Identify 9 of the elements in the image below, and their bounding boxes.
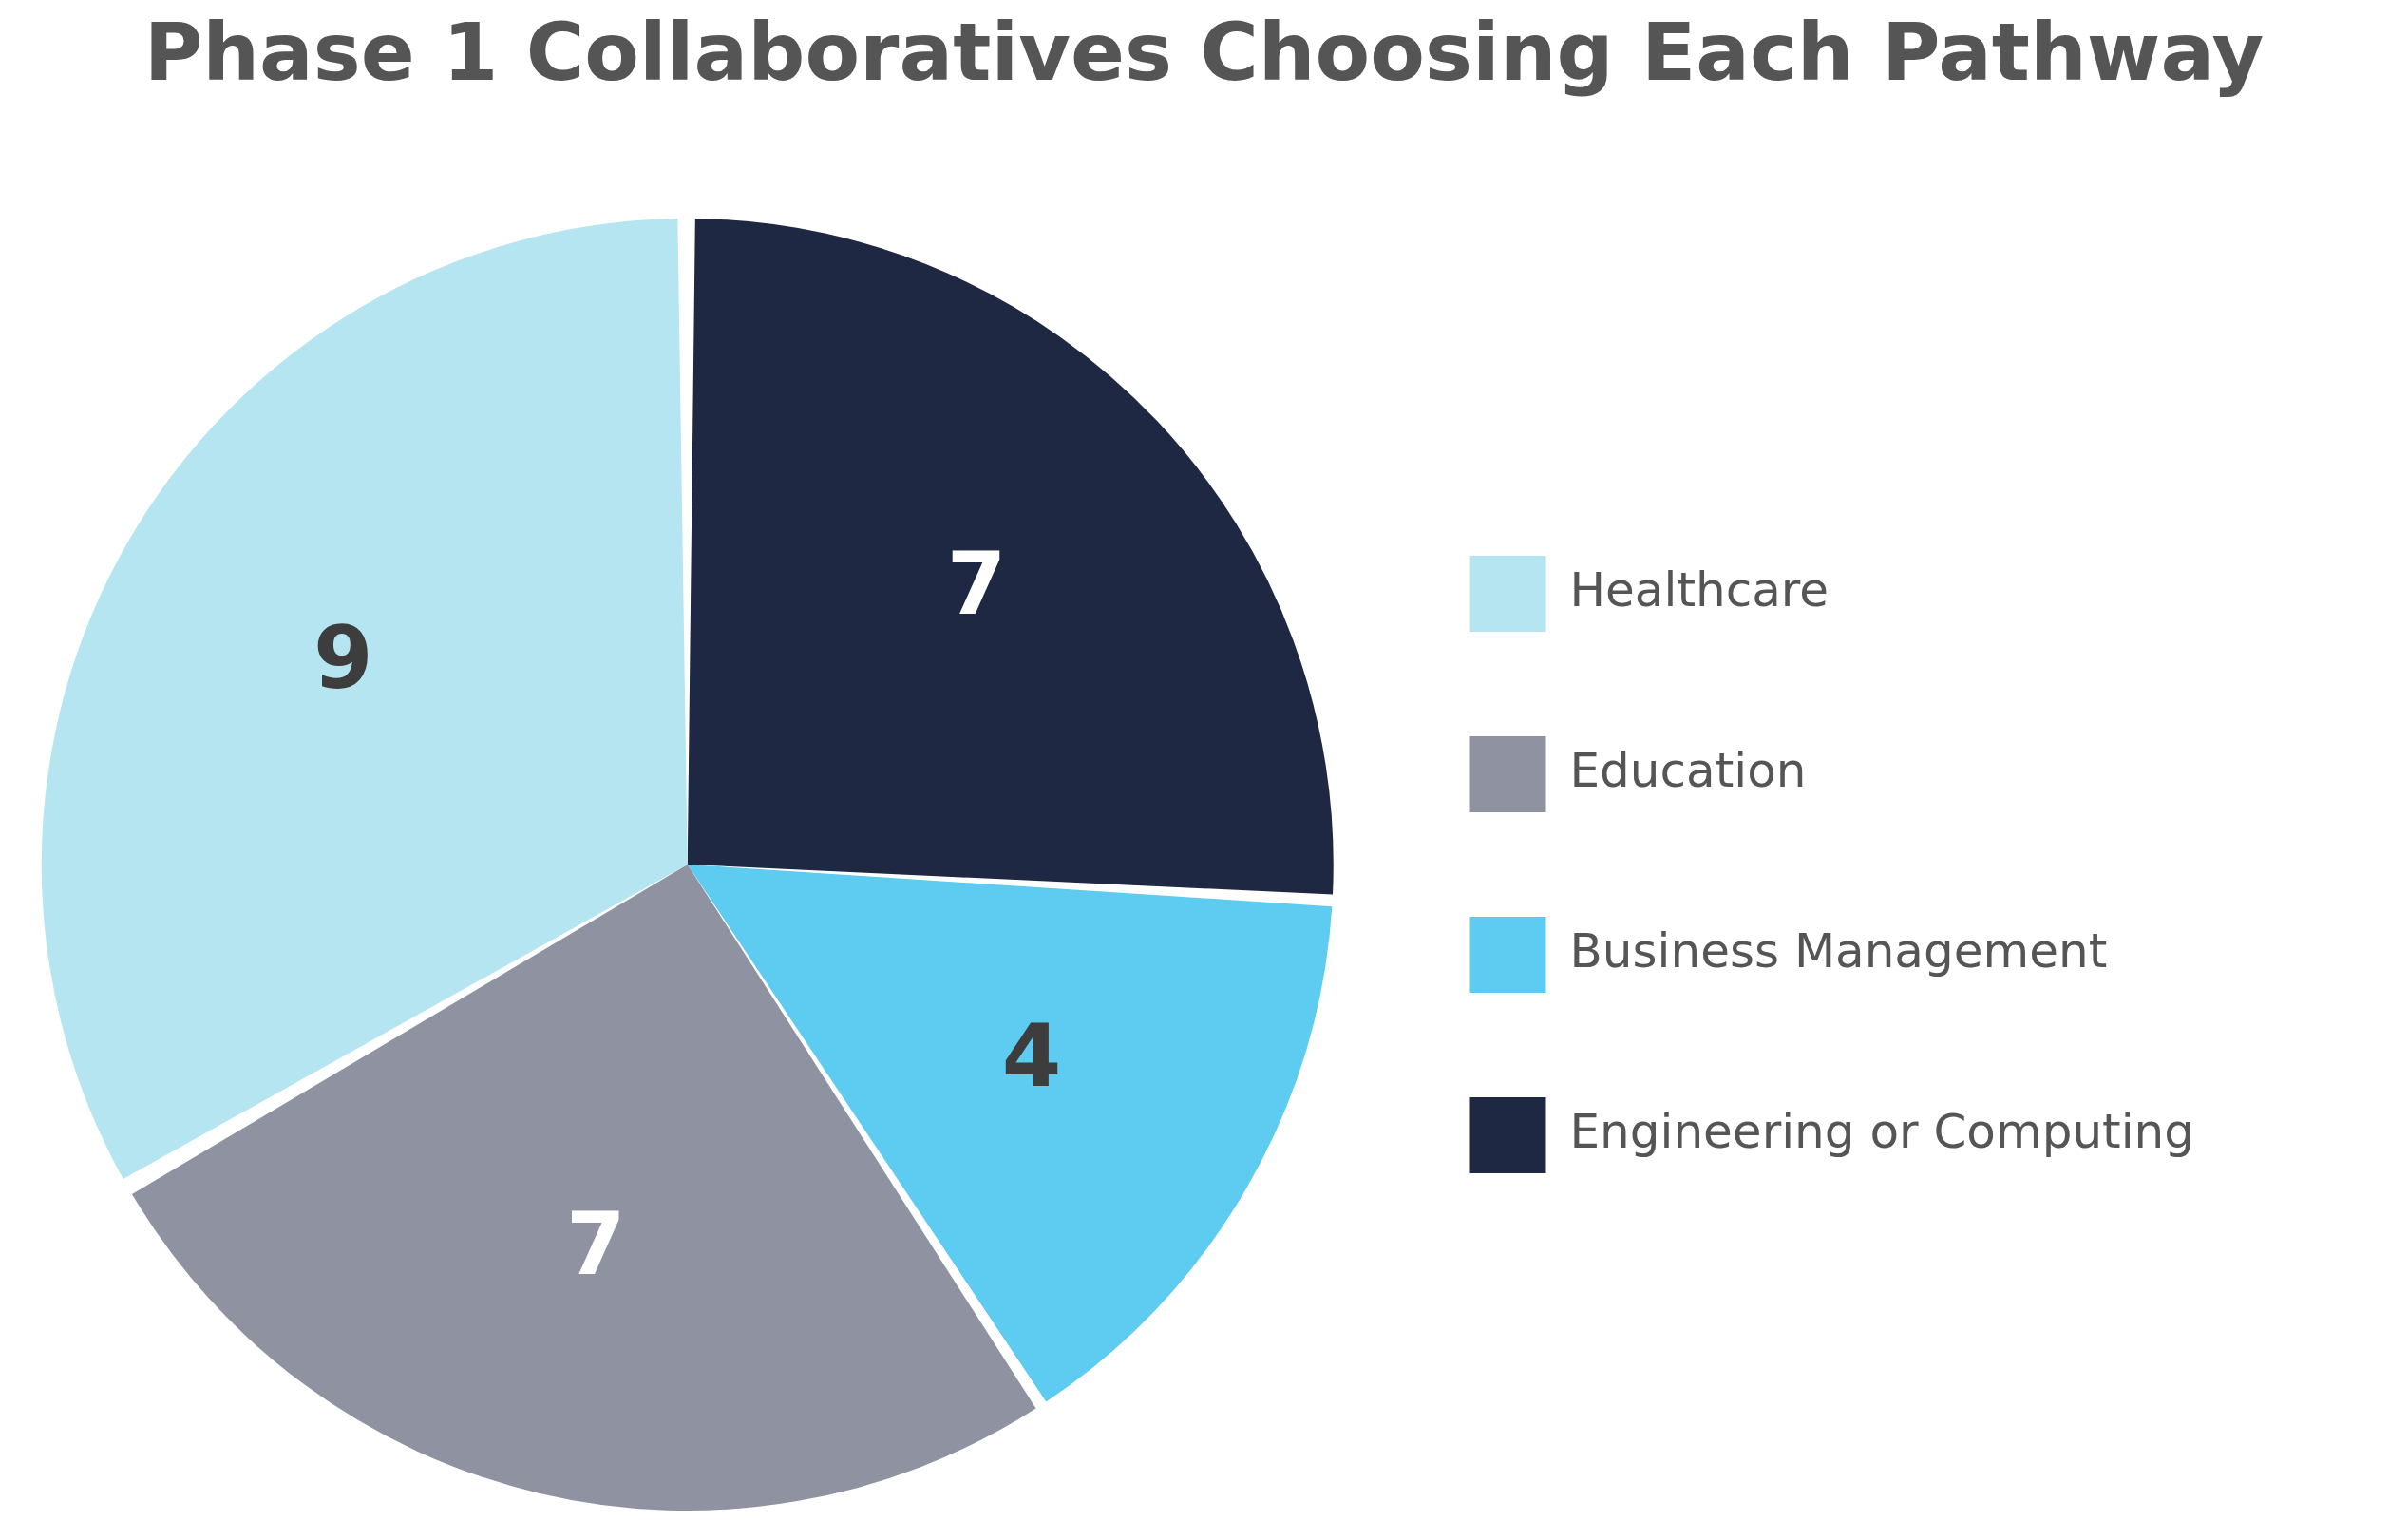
data-label: 7 <box>565 1193 626 1294</box>
legend-label: Education <box>1569 742 1807 798</box>
data-label: 7 <box>946 534 1007 635</box>
legend-label: Engineering or Computing <box>1569 1103 2194 1159</box>
legend-label: Healthcare <box>1569 561 1830 618</box>
chart-title: Phase 1 Collaboratives Choosing Each Pathway <box>142 5 2266 101</box>
data-label: 9 <box>313 608 373 709</box>
data-label: 4 <box>1001 1005 1062 1106</box>
legend-label: Business Management <box>1569 922 2108 979</box>
